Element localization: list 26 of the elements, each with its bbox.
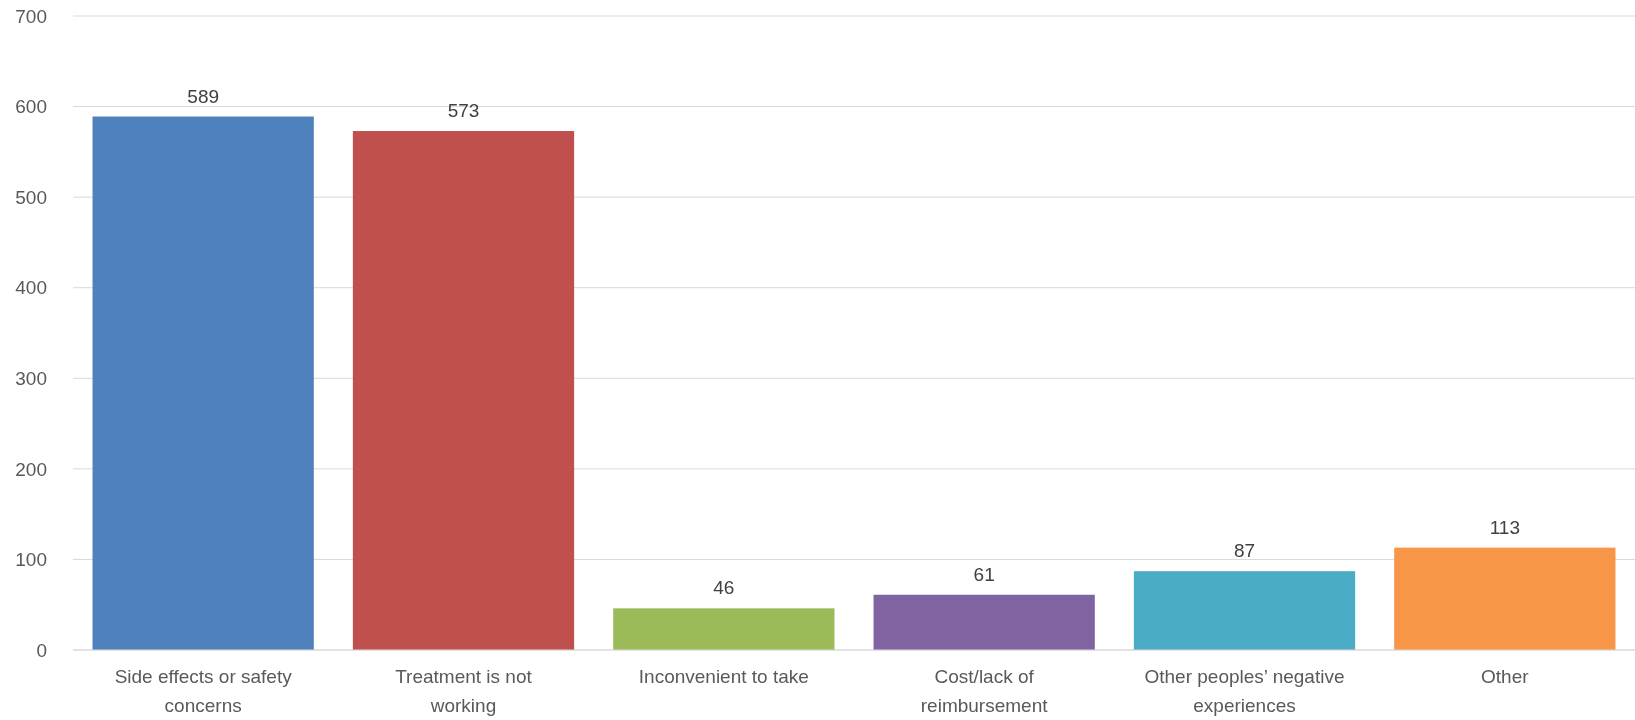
bar — [92, 116, 314, 650]
bar — [873, 594, 1095, 650]
data-label: 573 — [447, 100, 480, 122]
x-tick-label: Other peoples’ negative experiences — [1144, 666, 1345, 716]
data-label: 87 — [1233, 540, 1256, 562]
data-label: 113 — [1489, 516, 1520, 538]
data-label: 61 — [973, 563, 995, 585]
y-tick-label: 600 — [15, 96, 47, 118]
data-label: 46 — [713, 577, 735, 599]
x-tick-label: Cost/lack of reimbursement — [920, 666, 1049, 716]
y-tick-label: 300 — [15, 367, 47, 389]
x-tick-label: Other — [1481, 666, 1530, 687]
y-tick-label: 200 — [15, 458, 47, 480]
x-tick-label: Inconvenient to take — [638, 666, 809, 687]
y-tick-label: 0 — [36, 639, 47, 661]
bar — [1394, 547, 1616, 650]
y-tick-label: 700 — [15, 5, 47, 27]
y-tick-label: 500 — [15, 186, 47, 208]
bar — [1133, 571, 1356, 650]
y-tick-label: 100 — [15, 549, 47, 571]
bar — [613, 608, 835, 650]
y-tick-label: 400 — [15, 277, 47, 299]
x-tick-label: Side effects or safety concerns — [114, 666, 293, 716]
x-tick-label: Treatment is not working — [395, 666, 533, 716]
bar — [352, 131, 575, 650]
data-label: 589 — [187, 85, 220, 107]
